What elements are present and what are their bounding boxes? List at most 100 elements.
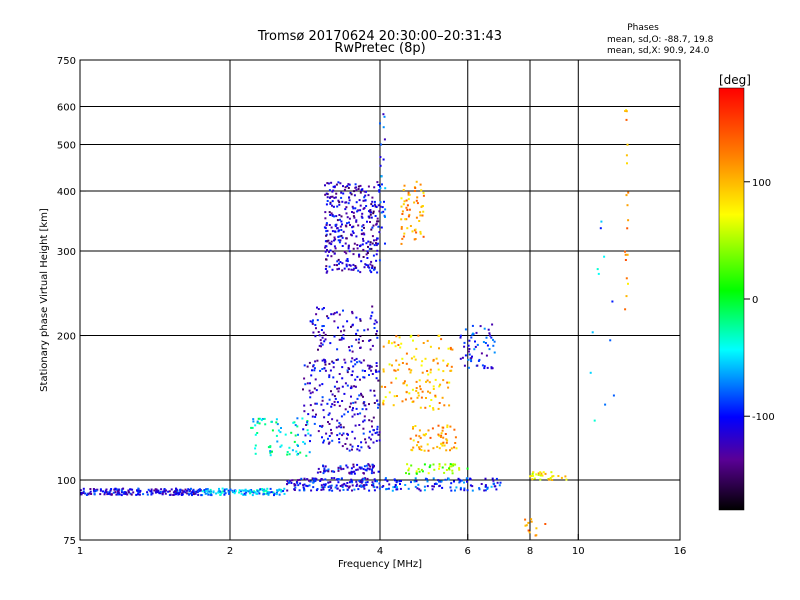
data-point <box>328 242 331 245</box>
data-point <box>325 432 328 435</box>
data-point <box>348 264 351 266</box>
data-point <box>195 490 198 493</box>
data-point <box>363 465 366 468</box>
data-point <box>347 187 350 189</box>
data-point <box>314 324 317 326</box>
data-point <box>315 413 317 416</box>
x-tick-label: 16 <box>674 546 687 557</box>
data-point <box>320 329 323 331</box>
data-point <box>343 413 346 416</box>
data-point <box>365 242 368 245</box>
data-point <box>109 493 112 496</box>
data-point <box>381 183 383 186</box>
data-point <box>336 219 339 222</box>
data-point <box>333 335 336 338</box>
data-point <box>377 204 380 207</box>
data-point <box>407 198 410 201</box>
data-point <box>79 489 82 492</box>
data-point <box>293 488 296 491</box>
data-point <box>270 420 273 423</box>
data-point <box>470 336 473 339</box>
data-point <box>312 365 315 368</box>
data-point <box>350 325 352 328</box>
data-point <box>376 181 379 184</box>
data-point <box>303 377 306 380</box>
data-point <box>184 491 187 494</box>
data-point <box>242 493 245 496</box>
data-point <box>320 486 323 489</box>
data-point <box>99 488 102 491</box>
data-point <box>405 384 408 387</box>
data-point <box>600 220 603 223</box>
data-point <box>364 481 367 484</box>
data-point <box>403 200 406 203</box>
data-point <box>463 345 466 348</box>
data-point <box>233 492 236 495</box>
data-point <box>356 361 358 364</box>
data-point <box>138 493 141 496</box>
data-point <box>157 490 160 493</box>
data-point <box>355 316 358 319</box>
data-point <box>332 250 335 253</box>
data-point <box>174 493 177 496</box>
data-point <box>90 493 93 495</box>
data-point <box>375 362 378 365</box>
data-point <box>424 357 427 360</box>
data-point <box>419 385 421 388</box>
data-point <box>358 360 361 363</box>
data-point <box>342 337 345 340</box>
data-point <box>464 328 467 331</box>
data-point <box>367 445 370 448</box>
data-point <box>471 485 474 488</box>
data-point <box>408 472 411 475</box>
data-point <box>376 330 378 333</box>
data-point <box>343 358 346 361</box>
data-point <box>335 478 338 481</box>
data-point <box>345 252 348 255</box>
data-point <box>539 474 542 477</box>
data-point <box>416 396 419 399</box>
data-point <box>363 190 366 193</box>
data-point <box>351 350 354 353</box>
data-point <box>322 325 325 327</box>
data-point <box>381 206 384 209</box>
data-point <box>310 489 313 492</box>
data-point <box>442 426 445 429</box>
data-point <box>323 467 326 470</box>
data-point <box>243 489 245 492</box>
data-point <box>625 277 628 280</box>
data-point <box>354 424 357 427</box>
data-point <box>327 421 329 423</box>
data-point <box>321 424 324 427</box>
data-point <box>356 468 359 471</box>
data-point <box>352 401 355 404</box>
data-point <box>336 205 339 208</box>
data-point <box>323 470 326 473</box>
data-point <box>321 396 324 399</box>
data-point <box>333 236 336 239</box>
data-point <box>367 240 370 243</box>
data-point <box>625 110 628 113</box>
data-point <box>362 468 365 471</box>
data-point <box>460 479 463 482</box>
data-point <box>402 382 405 385</box>
data-point <box>412 446 415 449</box>
data-point <box>445 449 448 452</box>
data-point <box>549 477 552 479</box>
data-point <box>385 488 388 491</box>
data-point <box>627 191 630 194</box>
data-point <box>94 489 96 492</box>
data-point <box>400 197 403 200</box>
data-point <box>349 264 352 267</box>
data-point <box>432 477 435 480</box>
data-point <box>447 347 450 350</box>
data-point <box>346 447 349 450</box>
y-tick-label: 200 <box>57 332 76 343</box>
data-point <box>328 211 331 214</box>
data-point <box>384 477 387 480</box>
data-point <box>358 449 361 452</box>
data-point <box>469 484 472 487</box>
data-point <box>463 341 466 344</box>
data-point <box>488 348 491 351</box>
data-point <box>306 429 309 432</box>
